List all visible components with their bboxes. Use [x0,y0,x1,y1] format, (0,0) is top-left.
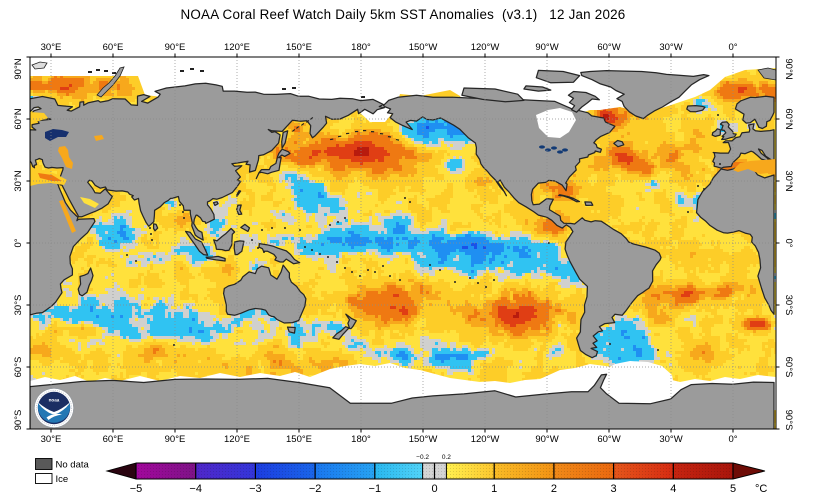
svg-text:90°E: 90°E [165,42,186,53]
svg-text:60°E: 60°E [103,42,124,53]
svg-text:noaa: noaa [49,398,60,403]
svg-text:0°: 0° [783,238,794,247]
svg-text:−5: −5 [130,483,143,495]
svg-text:60°S: 60°S [783,357,794,378]
svg-text:4: 4 [670,483,676,495]
svg-text:NOAA Coral Reef Watch Daily 5k: NOAA Coral Reef Watch Daily 5km SST Anom… [181,7,626,22]
svg-text:120°W: 120°W [471,434,500,445]
svg-text:60°E: 60°E [103,434,124,445]
svg-text:30°E: 30°E [41,42,62,53]
svg-text:−1: −1 [369,483,382,495]
svg-text:−2: −2 [309,483,322,495]
svg-text:90°W: 90°W [535,42,558,53]
svg-text:−3: −3 [249,483,262,495]
svg-text:180°: 180° [351,434,371,445]
svg-text:30°S: 30°S [783,295,794,316]
svg-text:150°W: 150°W [409,42,438,53]
svg-text:60°N: 60°N [783,108,794,129]
svg-text:No data: No data [56,460,90,471]
svg-text:120°W: 120°W [471,42,500,53]
svg-text:°C: °C [755,483,767,495]
svg-text:1: 1 [491,483,497,495]
svg-text:120°E: 120°E [224,434,250,445]
svg-text:90°N: 90°N [783,58,794,79]
svg-text:30°W: 30°W [659,42,682,53]
svg-text:150°E: 150°E [286,42,312,53]
svg-text:0°: 0° [13,238,24,247]
svg-text:90°S: 90°S [13,410,24,431]
svg-text:60°W: 60°W [597,434,620,445]
svg-text:90°N: 90°N [13,58,24,79]
svg-text:150°E: 150°E [286,434,312,445]
svg-text:−4: −4 [189,483,202,495]
svg-text:0: 0 [431,483,437,495]
svg-text:60°W: 60°W [597,42,620,53]
svg-text:−0.2: −0.2 [416,454,429,461]
svg-text:120°E: 120°E [224,42,250,53]
svg-text:2: 2 [551,483,557,495]
svg-text:5: 5 [730,483,736,495]
svg-text:30°W: 30°W [659,434,682,445]
svg-text:30°S: 30°S [13,295,24,316]
svg-text:90°S: 90°S [783,410,794,431]
svg-text:0°: 0° [728,434,737,445]
svg-text:0°: 0° [728,42,737,53]
svg-text:90°E: 90°E [165,434,186,445]
svg-text:180°: 180° [351,42,371,53]
svg-text:30°E: 30°E [41,434,62,445]
svg-text:150°W: 150°W [409,434,438,445]
svg-text:60°N: 60°N [13,108,24,129]
svg-text:Ice: Ice [56,474,69,485]
svg-text:90°W: 90°W [535,434,558,445]
svg-text:0.2: 0.2 [442,454,451,461]
svg-text:30°N: 30°N [783,170,794,191]
svg-text:60°S: 60°S [13,357,24,378]
svg-text:3: 3 [611,483,617,495]
svg-text:30°N: 30°N [13,170,24,191]
